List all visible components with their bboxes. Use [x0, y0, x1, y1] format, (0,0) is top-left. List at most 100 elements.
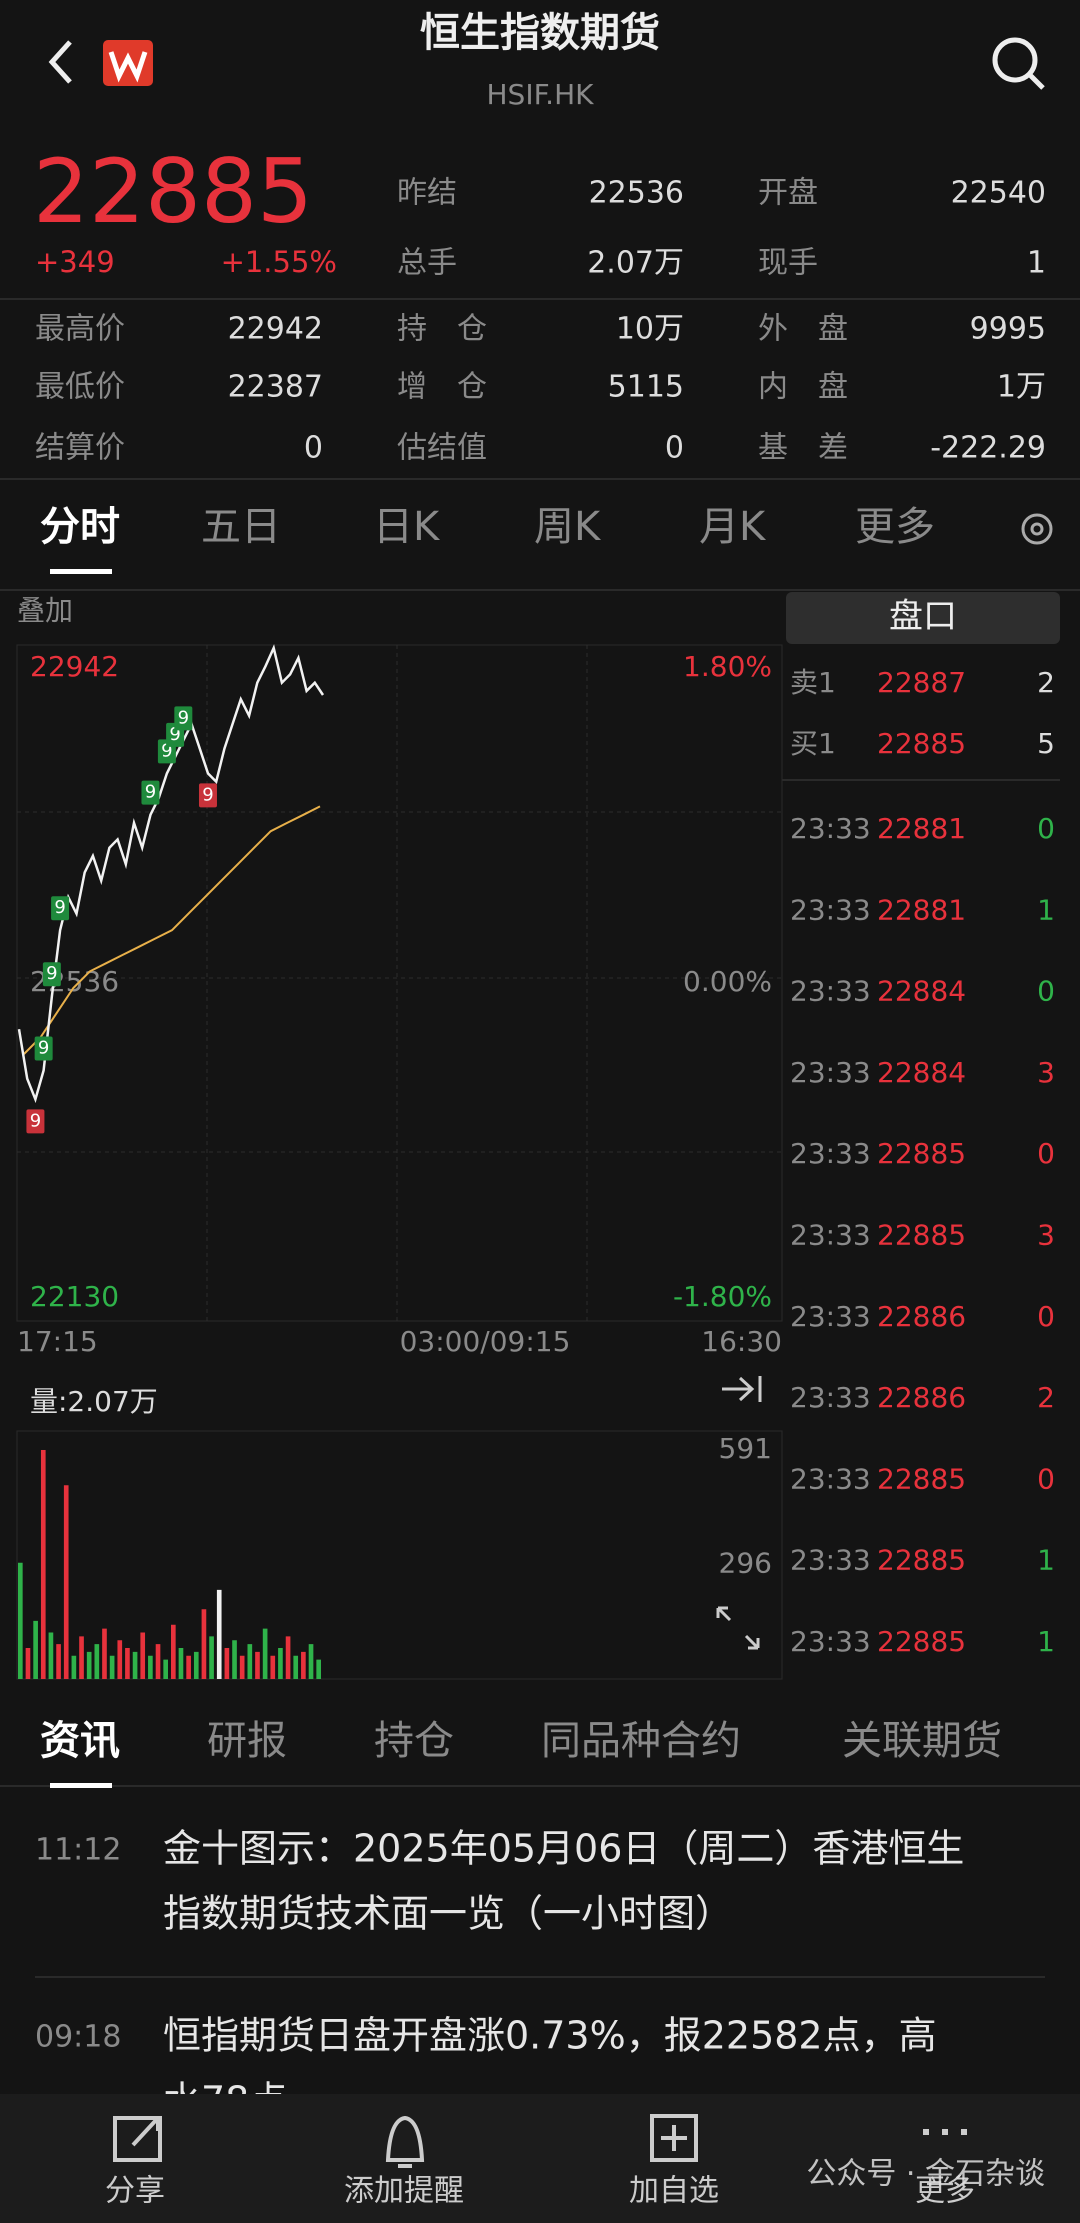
level-volume: 2	[1037, 666, 1055, 699]
field-label: 内 盘	[758, 370, 848, 405]
volume-bar	[33, 1620, 38, 1679]
tab[interactable]: 分时	[40, 504, 120, 550]
volume-bar	[102, 1628, 107, 1679]
field-label: 总手	[397, 246, 457, 281]
field-value: 22540	[951, 176, 1046, 211]
level-label: 买1	[790, 727, 836, 760]
order-book-button[interactable]	[786, 592, 1060, 644]
tab[interactable]: 月K	[699, 504, 767, 550]
volume-bar	[148, 1655, 153, 1679]
signal: 9	[46, 963, 57, 984]
fullscreen-button[interactable]	[716, 1606, 760, 1650]
trade-price: 22884	[877, 975, 966, 1008]
trade-volume: 2	[1037, 1381, 1055, 1414]
field-label: 现手	[758, 246, 818, 281]
toolbar-item[interactable]: 添加提醒	[344, 2174, 464, 2209]
trade-volume: 0	[1037, 812, 1055, 845]
volume-bar	[262, 1628, 268, 1679]
news-line[interactable]: 指数期货技术面一览（一小时图）	[163, 1892, 733, 1936]
bell-icon	[385, 2115, 425, 2168]
signal-badge	[198, 783, 217, 808]
volume-bar	[140, 1632, 146, 1679]
volume-bar	[94, 1644, 100, 1679]
signal: 9	[169, 724, 180, 745]
section-tab[interactable]: 持仓	[374, 1718, 454, 1764]
search-handle	[1028, 73, 1045, 90]
tab[interactable]: 周K	[534, 504, 602, 550]
volume-bar	[293, 1655, 299, 1679]
tab[interactable]: 更多	[855, 504, 935, 550]
y2-tick-label: -1.80%	[673, 1280, 772, 1313]
trade-time: 23:33	[790, 1300, 871, 1333]
volume-bar	[178, 1648, 184, 1679]
volume-bar	[209, 1636, 214, 1679]
trade-price: 22886	[877, 1381, 966, 1414]
trade-volume: 1	[1037, 893, 1055, 926]
news-time: 11:12	[35, 1833, 121, 1868]
news-line[interactable]: 恒指期货日盘开盘涨0.73%，报22582点，高	[163, 2014, 937, 2058]
field-value: 0	[304, 431, 323, 466]
signal: 9	[145, 782, 156, 803]
volume-bar	[25, 1648, 31, 1679]
section-tab[interactable]: 关联期货	[842, 1718, 1002, 1764]
signal: 9	[202, 784, 213, 805]
price-line	[17, 644, 325, 1104]
toolbar-item[interactable]: 更多	[915, 2174, 975, 2209]
volume-frame	[16, 1430, 783, 1680]
volume-bar	[163, 1659, 168, 1679]
back-button[interactable]	[48, 40, 72, 84]
order-book-label[interactable]: 盘口	[889, 597, 957, 637]
settings-button[interactable]	[1021, 513, 1053, 545]
trade-price: 22881	[877, 812, 966, 845]
level-price: 22885	[877, 727, 966, 760]
trade-price: 22886	[877, 1300, 966, 1333]
section-tab[interactable]: 研报	[207, 1718, 287, 1764]
field-value: 22942	[228, 312, 323, 347]
section-tab[interactable]: 同品种合约	[541, 1718, 741, 1764]
volume-bar	[86, 1651, 92, 1679]
add-icon	[650, 2114, 698, 2162]
section-tab[interactable]: 资讯	[40, 1718, 120, 1764]
trade-time: 23:33	[790, 1462, 871, 1495]
volume-bar	[278, 1648, 283, 1679]
trade-time: 23:33	[790, 1056, 871, 1089]
y2-tick-label: 1.80%	[683, 650, 772, 683]
signal-badge	[141, 780, 160, 805]
volume-bar	[308, 1644, 314, 1679]
jump-button[interactable]	[722, 1376, 762, 1402]
trade-price: 22885	[877, 1137, 966, 1170]
volume-bar	[247, 1644, 253, 1679]
volume-bar	[48, 1632, 54, 1679]
volume-bar	[270, 1655, 276, 1679]
volume-bar	[193, 1651, 199, 1679]
volume-bar	[285, 1636, 291, 1679]
field-value: 10万	[616, 312, 684, 347]
search-button[interactable]	[992, 37, 1038, 83]
section-underline	[50, 1783, 112, 1788]
settings-dot	[1030, 522, 1044, 536]
news-time: 09:18	[35, 2020, 121, 2055]
subtitle: HSIF.HK	[486, 78, 594, 111]
trade-price: 22885	[877, 1462, 966, 1495]
volume-bar	[171, 1624, 176, 1679]
trade-price: 22881	[877, 893, 966, 926]
volume-bar	[63, 1485, 69, 1679]
trade-time: 23:33	[790, 812, 871, 845]
toolbar-item[interactable]: 加自选	[629, 2174, 719, 2209]
field-value: 1	[1027, 246, 1046, 281]
field-value: 2.07万	[587, 246, 684, 281]
x-tick-label: 17:15	[17, 1325, 98, 1358]
change-pct: +1.55%	[221, 245, 337, 279]
tab[interactable]: 日K	[373, 504, 441, 550]
volume-bar	[71, 1655, 77, 1679]
signal-badge	[26, 1109, 45, 1134]
tab-underline	[50, 569, 112, 574]
trade-volume: 3	[1037, 1056, 1055, 1089]
trade-price: 22885	[877, 1625, 966, 1658]
tab[interactable]: 五日	[201, 504, 281, 550]
news-line[interactable]: 金十图示：2025年05月06日（周二）香港恒生	[163, 1827, 964, 1871]
volume-bar	[301, 1651, 306, 1679]
toolbar-item[interactable]: 分享	[105, 2174, 165, 2209]
